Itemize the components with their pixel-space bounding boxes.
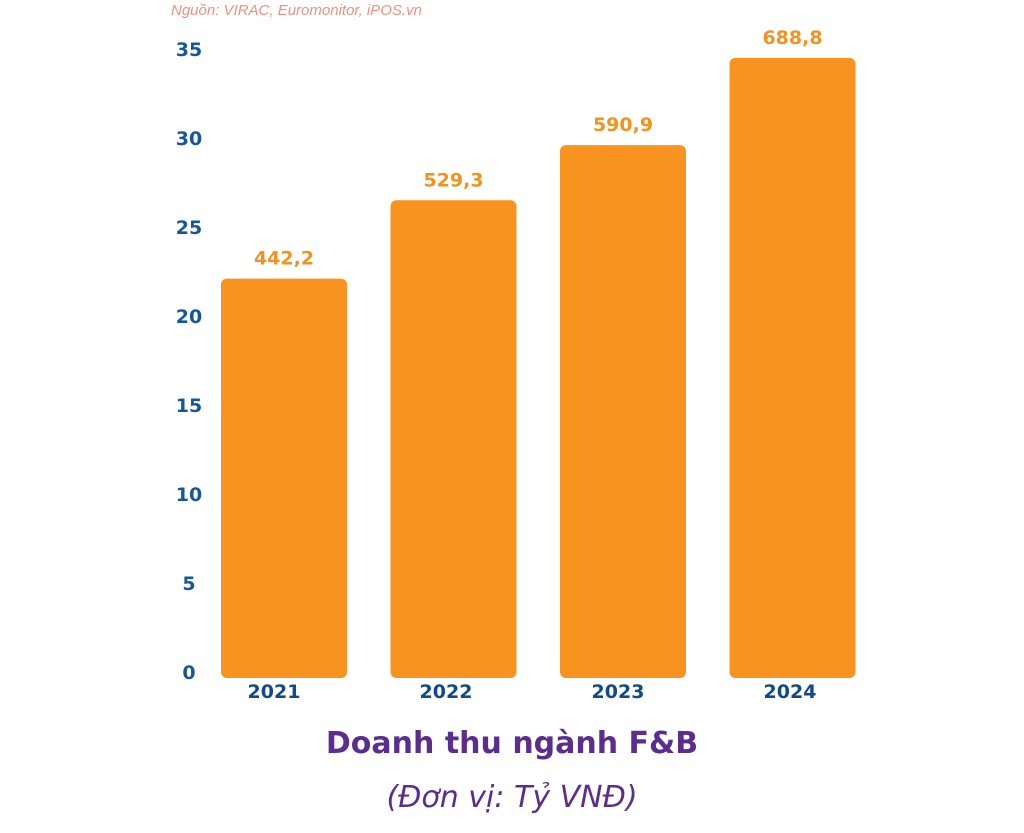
x-tick-label-2021: 2021 [248,681,301,703]
bar-chart: 0 5 10 15 20 25 30 35 442,2 2021 529,3 2022 590,9 202… [176,27,856,703]
y-tick-label: 30 [176,128,202,150]
x-tick-label-2023: 2023 [592,681,645,703]
y-tick-label: 15 [176,395,202,417]
x-tick-label-2024: 2024 [764,681,817,703]
y-tick-label: 10 [176,484,202,506]
y-tick-label: 25 [176,217,202,239]
bar-2023 [560,145,686,678]
data-label-2021: 442,2 [254,248,314,270]
chart-subtitle: (Đơn vị: Tỷ VNĐ) [386,780,638,815]
source-note: Nguồn: VIRAC, Euromonitor, iPOS.vn [171,2,422,19]
data-label-2024: 688,8 [762,27,822,49]
chart-title: Doanh thu ngành F&B [325,726,699,761]
bar-2024 [729,57,856,678]
bar-2022 [390,200,517,679]
y-tick-label: 5 [182,573,195,595]
bar-2021 [221,278,347,678]
y-tick-label: 0 [182,662,195,684]
x-tick-label-2022: 2022 [420,681,473,703]
data-label-2022: 529,3 [423,169,483,191]
y-tick-label: 20 [176,306,202,328]
data-label-2023: 590,9 [593,114,653,136]
y-tick-label: 35 [176,39,202,61]
